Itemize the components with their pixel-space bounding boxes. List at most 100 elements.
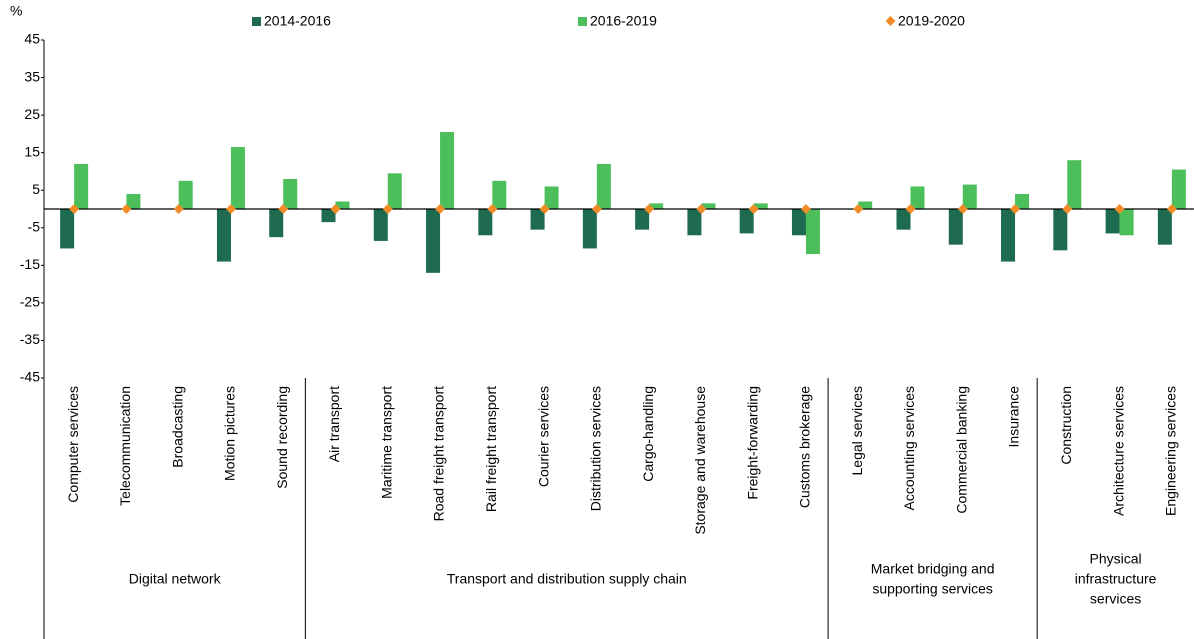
bar — [60, 209, 75, 249]
bar — [753, 203, 768, 209]
bar — [126, 193, 141, 209]
group-label: infrastructure — [1075, 571, 1157, 587]
bar — [269, 209, 284, 238]
legend-swatch — [885, 16, 896, 26]
marker — [330, 204, 341, 214]
x-tick-label: Freight-forwarding — [744, 386, 760, 500]
bar — [739, 209, 754, 234]
x-tick-label: Maritime transport — [378, 386, 394, 499]
marker — [69, 204, 80, 214]
y-tick-label: 35 — [24, 68, 40, 84]
group-label: Digital network — [129, 571, 222, 587]
y-tick-label: -45 — [20, 369, 40, 385]
marker — [1114, 204, 1125, 214]
x-tick-label: Distribution services — [588, 386, 604, 511]
group-label: supporting services — [872, 581, 993, 597]
x-tick-label: Sound recording — [274, 386, 290, 489]
y-tick-label: 15 — [24, 143, 40, 159]
x-tick-label: Motion pictures — [222, 386, 238, 481]
marker — [435, 204, 446, 214]
bar — [544, 186, 559, 209]
x-tick-label: Broadcasting — [169, 386, 185, 468]
bar — [596, 163, 611, 209]
bar — [530, 209, 545, 230]
y-tick-label: 5 — [32, 181, 40, 197]
group-label: Market bridging and — [871, 561, 995, 577]
marker — [853, 204, 864, 214]
bar — [1119, 209, 1134, 236]
x-tick-label: Legal services — [849, 386, 865, 476]
marker — [225, 204, 236, 214]
bar — [335, 201, 350, 209]
y-tick-label: -15 — [20, 256, 40, 272]
x-tick-label: Commercial banking — [953, 386, 969, 514]
y-tick-label: 45 — [24, 31, 40, 47]
group-label: Physical — [1090, 551, 1142, 567]
legend-label: 2019-2020 — [898, 13, 965, 29]
bar — [283, 178, 298, 209]
bar — [373, 209, 388, 241]
x-tick-label: Storage and warehouse — [692, 386, 708, 535]
y-tick-label: -5 — [28, 218, 41, 234]
y-tick-label: 25 — [24, 106, 40, 122]
bar — [1067, 160, 1082, 209]
bar — [387, 173, 402, 209]
bar — [635, 209, 650, 230]
bar — [230, 147, 245, 209]
legend-swatch — [252, 17, 261, 26]
x-tick-label: Accounting services — [901, 386, 917, 511]
marker — [1010, 204, 1021, 214]
x-tick-label: Courier services — [535, 386, 551, 487]
bar — [649, 203, 664, 209]
bar — [74, 163, 89, 209]
bar — [791, 209, 806, 236]
x-tick-label: Construction — [1058, 386, 1074, 465]
x-tick-label: Customs brokerage — [797, 386, 813, 508]
legend-swatch — [578, 17, 587, 26]
marker — [644, 204, 655, 214]
legend-label: 2016-2019 — [590, 13, 657, 29]
group-label: Transport and distribution supply chain — [447, 571, 687, 587]
x-tick-label: Cargo-handling — [640, 386, 656, 482]
bar — [1001, 209, 1016, 262]
y-unit: % — [10, 3, 22, 19]
bar — [1015, 193, 1030, 209]
marker — [278, 204, 289, 214]
bar — [440, 132, 455, 209]
bar — [910, 186, 925, 209]
x-tick-label: Air transport — [326, 386, 342, 462]
bar — [962, 184, 977, 209]
marker — [487, 204, 498, 214]
y-tick-label: -25 — [20, 294, 40, 310]
bar — [858, 201, 873, 209]
group-label: services — [1090, 591, 1141, 607]
bar — [687, 209, 702, 236]
marker — [696, 204, 707, 214]
x-tick-label: Insurance — [1006, 386, 1022, 448]
bar — [426, 209, 441, 273]
marker — [800, 204, 811, 214]
bar — [1053, 209, 1068, 251]
bar — [1171, 169, 1186, 209]
x-tick-label: Computer services — [65, 386, 81, 503]
bar — [805, 209, 820, 255]
bar — [1105, 209, 1120, 234]
marker — [173, 204, 184, 214]
marker — [748, 204, 759, 214]
bar — [1157, 209, 1172, 245]
bar — [321, 209, 336, 223]
x-tick-label: Architecture services — [1110, 386, 1126, 516]
bar — [948, 209, 963, 245]
marker — [905, 204, 916, 214]
x-tick-label: Telecommunication — [117, 386, 133, 506]
marker — [539, 204, 550, 214]
bar — [701, 203, 716, 209]
marker — [1062, 204, 1073, 214]
marker — [382, 204, 393, 214]
x-tick-label: Road freight transport — [431, 386, 447, 522]
marker — [957, 204, 968, 214]
marker — [1166, 204, 1177, 214]
bar — [492, 180, 507, 209]
bar — [216, 209, 231, 262]
